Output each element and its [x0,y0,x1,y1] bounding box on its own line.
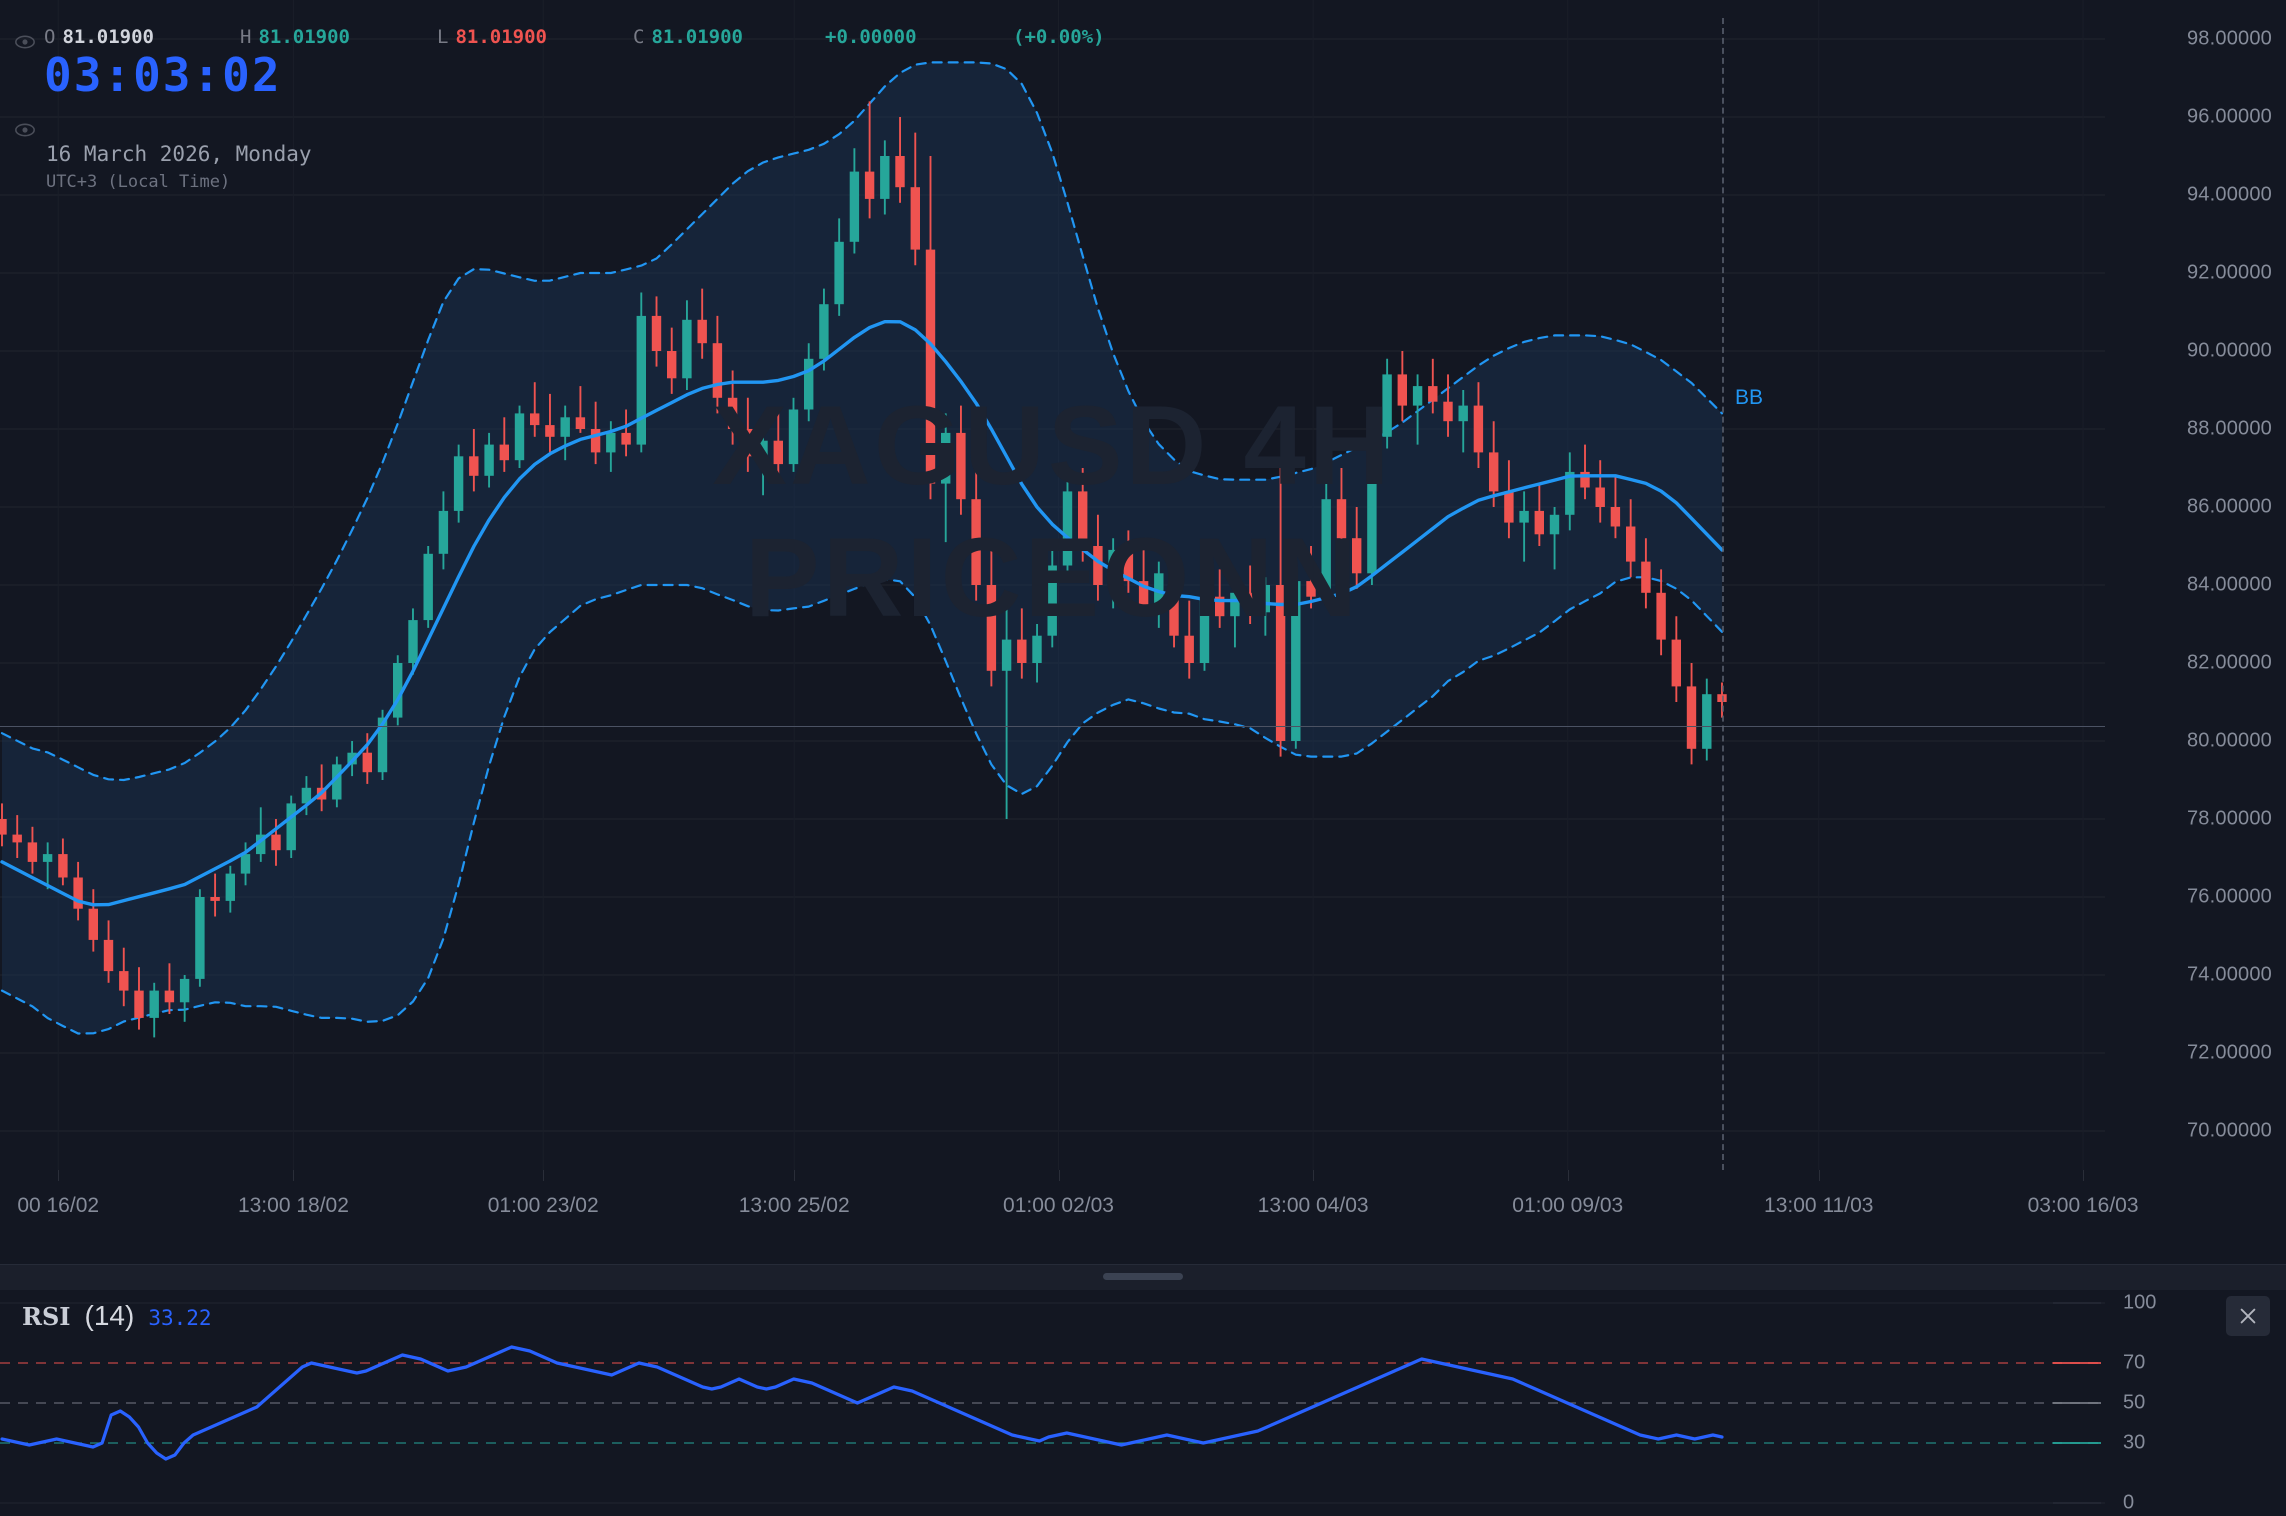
rsi-axis-tick: 70 [2123,1351,2146,1374]
rsi-axis-tick: 0 [2123,1491,2135,1514]
price-axis-tick: 88.00000 [2186,417,2272,440]
time-axis-tick: 03:00 16/03 [2027,1194,2139,1217]
close-icon [2240,1308,2256,1324]
time-axis-tick: 00 16/02 [17,1194,100,1217]
chart-timezone: UTC+3 (Local Time) [46,172,231,192]
time-axis-tickmark [1818,1170,1820,1181]
ohlc-close-tag: C [633,26,645,48]
time-axis-tickmark [794,1170,796,1181]
ohlc-open: O 81.01900 [44,26,154,48]
time-axis-tick: 13:00 25/02 [738,1194,850,1217]
rsi-value-label: 33.22 [148,1306,212,1330]
current-price-line [0,726,2105,727]
price-axis-tick: 76.00000 [2186,885,2272,908]
price-axis-tick: 86.00000 [2186,495,2272,518]
rsi-axis-tick-line [2053,1502,2101,1504]
ohlc-row: O 81.01900 H 81.01900 L 81.01900 C 81.01900 … [0,26,1400,56]
price-chart-pane[interactable]: XAGUSD 4H PRICEONN BB 81.01900 98.000009… [0,0,2286,1264]
ohlc-open-value: 81.01900 [62,26,154,48]
ohlc-open-tag: O [44,26,56,48]
ohlc-high-value: 81.01900 [258,26,350,48]
chart-date: 16 March 2026, Monday [46,142,312,166]
ohlc-high: H 81.01900 [240,26,350,48]
rsi-period-label: (14) [84,1300,135,1331]
time-axis-tick: 01:00 23/02 [487,1194,599,1217]
visibility-eye-icon-secondary[interactable] [14,119,36,141]
time-axis-tickmark [293,1170,295,1181]
price-axis[interactable]: 98.00000 96.00000 94.00000 92.00000 90.00000… [2105,0,2286,1170]
rsi-name-label: RSI [22,1302,71,1331]
price-axis-tick: 96.00000 [2186,105,2272,128]
time-axis-tick: 13:00 04/03 [1257,1194,1369,1217]
time-axis-tickmark [1567,1170,1569,1181]
rsi-axis-tick-line [2053,1402,2101,1404]
ohlc-change-abs: +0.00000 [825,26,917,48]
rsi-axis[interactable]: 100 70 50 30 0 [2053,1290,2286,1516]
price-axis-tick: 92.00000 [2186,261,2272,284]
ohlc-legend: O 81.01900 H 81.01900 L 81.01900 C 81.01900 … [0,26,1400,137]
bb-indicator-label[interactable]: BB [1735,386,1764,409]
time-axis[interactable]: 00 16/02 13:00 18/02 01:00 23/02 13:00 25/0… [0,1170,2286,1264]
price-plot-svg[interactable] [0,0,2105,1170]
time-axis-tick: 01:00 09/03 [1512,1194,1624,1217]
price-axis-tick: 78.00000 [2186,807,2272,830]
time-axis-tickmark [543,1170,545,1181]
time-axis-tick: 13:00 11/03 [1764,1194,1874,1217]
ohlc-close: C 81.01900 [633,26,743,48]
time-axis-tick: 01:00 02/03 [1003,1194,1114,1217]
price-axis-tick: 90.00000 [2186,339,2272,362]
rsi-pane[interactable]: 100 70 50 30 0 [0,1290,2286,1516]
ohlc-low-value: 81.01900 [455,26,547,48]
rsi-axis-tick-line [2053,1362,2101,1364]
rsi-axis-tick-line [2053,1302,2101,1304]
price-axis-tick: 84.00000 [2186,573,2272,596]
rsi-axis-tick: 30 [2123,1431,2146,1454]
crosshair-vertical-line [1722,18,1724,1170]
ohlc-change-pct: (+0.00%) [1013,26,1105,48]
ohlc-close-value: 81.01900 [651,26,743,48]
visibility-eye-icon[interactable] [14,31,36,53]
time-axis-tick: 13:00 18/02 [237,1194,349,1217]
time-axis-tickmark [2083,1170,2085,1181]
price-axis-tick: 74.00000 [2186,963,2272,986]
ohlc-high-tag: H [240,26,252,48]
price-axis-tick: 72.00000 [2186,1041,2272,1064]
pane-drag-handle[interactable] [1103,1273,1183,1280]
rsi-legend[interactable]: RSI (14) 33.22 [22,1300,212,1332]
countdown-clock: 03:03:02 [44,48,282,102]
price-axis-tick: 94.00000 [2186,183,2272,206]
rsi-plot-svg[interactable] [0,1290,2105,1516]
ohlc-low-tag: L [437,26,449,48]
rsi-close-button[interactable] [2226,1296,2270,1336]
time-axis-tickmark [1058,1170,1060,1181]
rsi-axis-tick-line [2053,1442,2101,1444]
price-axis-tick: 82.00000 [2186,651,2272,674]
price-axis-tick: 70.00000 [2186,1119,2272,1142]
price-axis-tick: 98.00000 [2186,27,2272,50]
rsi-axis-tick: 100 [2123,1291,2157,1314]
time-axis-tickmark [1313,1170,1315,1181]
time-axis-tickmark [58,1170,60,1181]
rsi-axis-tick: 50 [2123,1391,2146,1414]
ohlc-low: L 81.01900 [437,26,547,48]
price-axis-tick: 80.00000 [2186,729,2272,752]
